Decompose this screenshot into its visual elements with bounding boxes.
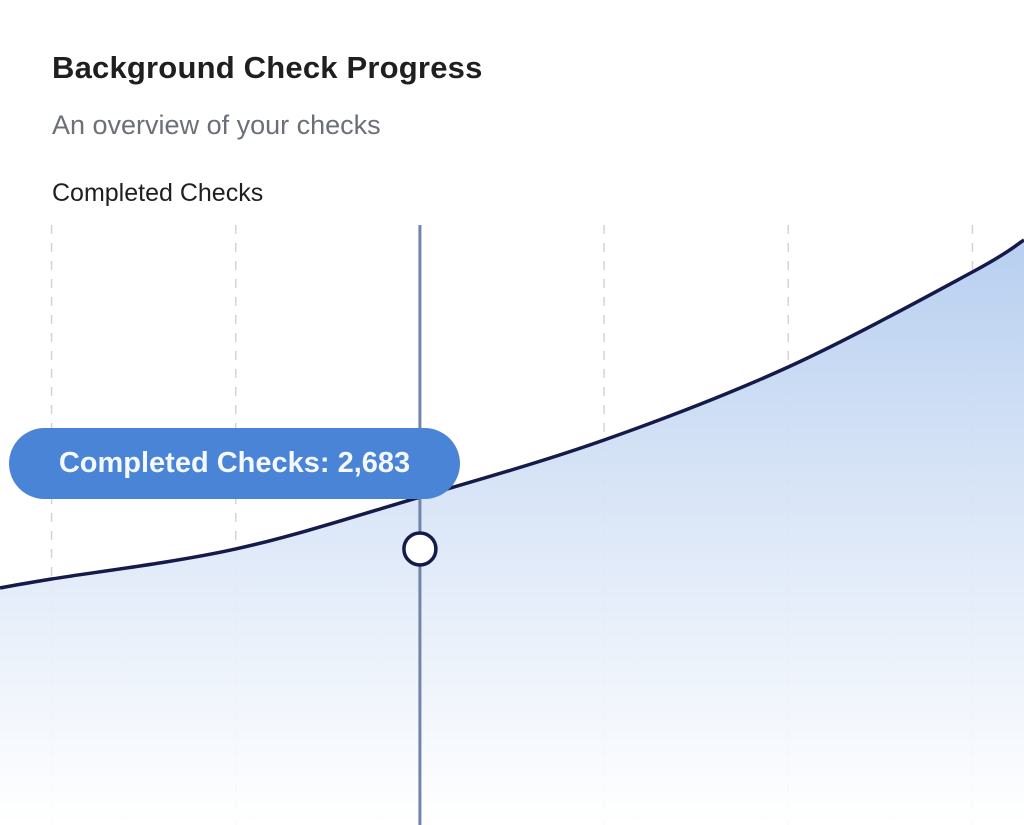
chart-subtitle: An overview of your checks [52,110,381,140]
series-line [0,238,1024,590]
area-fill [0,240,1024,825]
active-data-point[interactable] [402,531,438,567]
chart-title: Background Check Progress [52,50,483,85]
tooltip: Completed Checks: 2,683 [9,428,460,499]
series-label: Completed Checks [52,179,264,207]
